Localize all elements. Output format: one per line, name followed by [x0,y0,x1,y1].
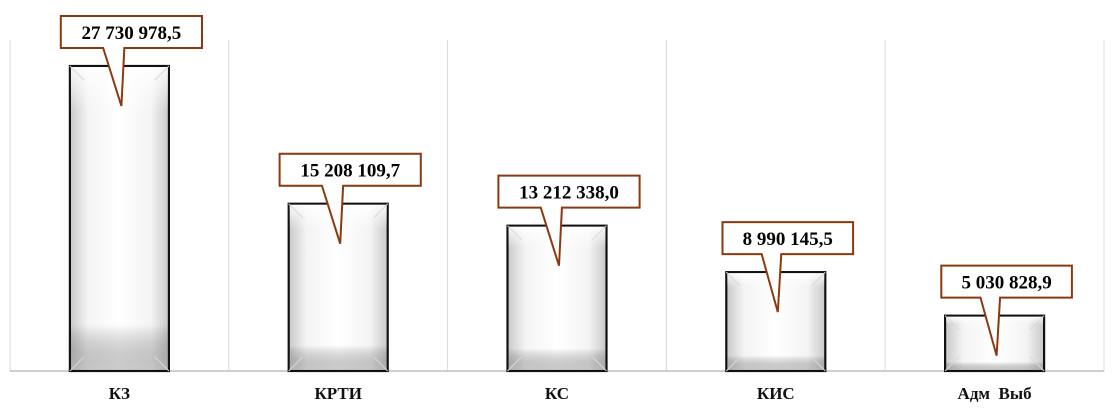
data-label-callout: 13 212 338,0 [497,174,641,266]
callout-box [497,174,641,266]
category-label: КЗ [109,384,130,403]
grid [9,40,1105,371]
bar-bevel-edge [944,315,960,331]
data-label: 27 730 978,5 [82,23,182,44]
category-label: Адм Выб [958,384,1032,403]
callout-box [940,264,1073,356]
bar-bevel [70,67,168,370]
bar-bevel-edge [69,65,85,81]
bar-bevel-edge [592,225,607,241]
data-label-callout: 27 730 978,5 [59,15,203,107]
bar-bevel-edge [373,356,389,372]
data-labels: 27 730 978,5 15 208 109,7 13 212 338,0 8 99… [59,15,1073,356]
bars [68,64,1046,373]
data-label: 13 212 338,0 [519,183,619,204]
bar-bevel-edge [810,271,826,287]
bar-bevel-edge [373,203,389,219]
data-label-callout: 8 990 145,5 [721,221,855,313]
bar-bevel-edge [592,356,607,372]
bar-bevel-edge [725,356,741,372]
bar-bevel-edge [507,225,522,241]
bar-bevel-edge [725,271,741,287]
data-label: 15 208 109,7 [300,161,400,182]
bar-bevel-edge [288,356,304,372]
bar-bevel-edge [944,356,960,372]
bar-2 [287,202,389,373]
callout-box [59,15,203,107]
bar-bevel-edge [810,356,826,372]
data-label: 8 990 145,5 [743,229,833,250]
bar-bevel-edge [1029,315,1045,331]
callout-box [278,152,422,245]
data-label-callout: 5 030 828,9 [940,264,1073,356]
bar-bevel-edge [154,356,170,372]
bar-bevel-edge [507,356,522,372]
bar-1 [68,64,171,373]
callout-box [721,221,855,313]
data-label: 5 030 828,9 [961,273,1051,294]
category-label: КИС [757,384,795,403]
category-label: КС [545,384,569,403]
bar-bevel-edge [288,203,304,219]
bar-bevel-edge [1029,356,1045,372]
bar-bevel-edge [69,356,85,372]
category-label: КРТИ [314,384,361,403]
data-label-callout: 15 208 109,7 [278,152,422,245]
bar-bevel-edge [154,65,170,81]
category-labels: КЗ КРТИ КС КИС Адм Выб [109,384,1032,403]
